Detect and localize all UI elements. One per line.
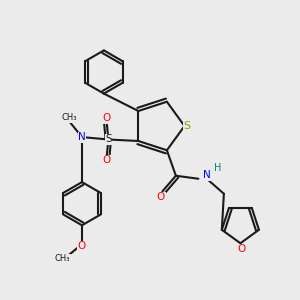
Text: S: S: [183, 121, 190, 131]
Text: S: S: [105, 134, 112, 145]
Text: O: O: [103, 113, 111, 124]
Text: O: O: [238, 244, 246, 254]
Text: O: O: [157, 192, 165, 203]
Text: H: H: [214, 163, 222, 173]
Text: N: N: [78, 132, 86, 142]
Text: O: O: [78, 241, 86, 251]
Text: CH₃: CH₃: [55, 254, 70, 263]
Text: CH₃: CH₃: [61, 113, 77, 122]
Text: O: O: [103, 155, 111, 166]
Text: N: N: [203, 170, 211, 180]
